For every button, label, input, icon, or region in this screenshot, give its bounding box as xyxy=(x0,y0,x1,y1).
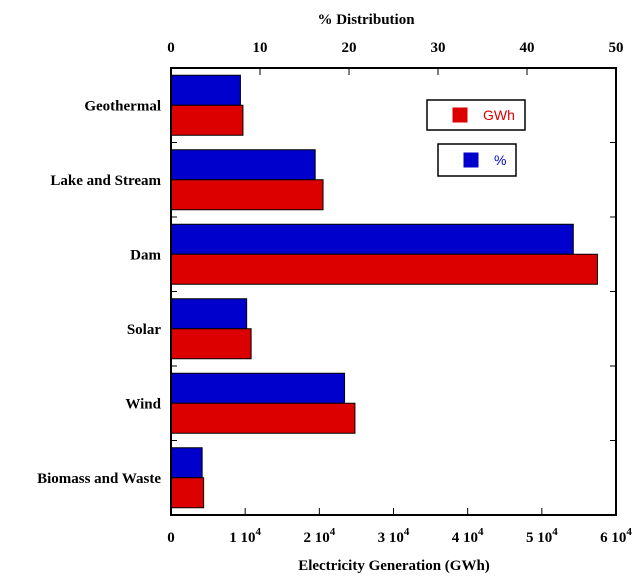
bottom-axis-title: Electricity Generation (GWh) xyxy=(298,558,490,574)
bar-percent-3 xyxy=(170,298,248,330)
category-label: Lake and Stream xyxy=(50,173,161,189)
top-tick-label: 10 xyxy=(253,40,268,56)
legend-label: % xyxy=(494,152,506,168)
bottom-tick-label: 2 104 xyxy=(303,526,335,546)
bar-gwh-5 xyxy=(170,477,205,509)
legend-swatch xyxy=(463,152,479,168)
bottom-tick-label: 3 104 xyxy=(378,526,410,546)
bottom-tick-label: 4 104 xyxy=(452,526,484,546)
bottom-tick-label: 5 104 xyxy=(526,526,558,546)
top-tick-label: 0 xyxy=(167,40,175,56)
bar-percent-1 xyxy=(170,149,316,181)
category-label: Dam xyxy=(130,247,161,263)
category-label: Biomass and Waste xyxy=(37,471,161,487)
plot-area: Geothermal Lake and Stream Dam Solar Wind Bio… xyxy=(37,40,632,546)
bar-gwh-1 xyxy=(170,179,324,211)
legend-box xyxy=(426,99,526,131)
legend-label: GWh xyxy=(483,107,515,123)
category-label: Geothermal xyxy=(84,98,161,114)
top-tick-label: 20 xyxy=(342,40,357,56)
top-tick-label: 30 xyxy=(431,40,446,56)
bar-percent-2 xyxy=(170,223,574,255)
top-tick-label: 40 xyxy=(520,40,535,56)
bottom-tick-label: 1 104 xyxy=(229,526,261,546)
bar-gwh-3 xyxy=(170,328,252,360)
legend: GWh% xyxy=(426,99,526,177)
category-label: Solar xyxy=(127,322,162,338)
bar-gwh-2 xyxy=(170,253,598,285)
bar-percent-5 xyxy=(170,447,203,479)
bar-gwh-0 xyxy=(170,104,244,136)
top-tick-label: 50 xyxy=(609,40,624,56)
bar-percent-4 xyxy=(170,372,346,404)
legend-swatch xyxy=(452,107,468,123)
top-axis-title: % Distribution xyxy=(317,12,415,28)
bottom-tick-label: 0 xyxy=(167,530,175,546)
category-label: Wind xyxy=(125,396,161,412)
bar-gwh-4 xyxy=(170,402,356,434)
bar-percent-0 xyxy=(170,74,241,106)
bottom-tick-label: 6 104 xyxy=(600,526,632,546)
